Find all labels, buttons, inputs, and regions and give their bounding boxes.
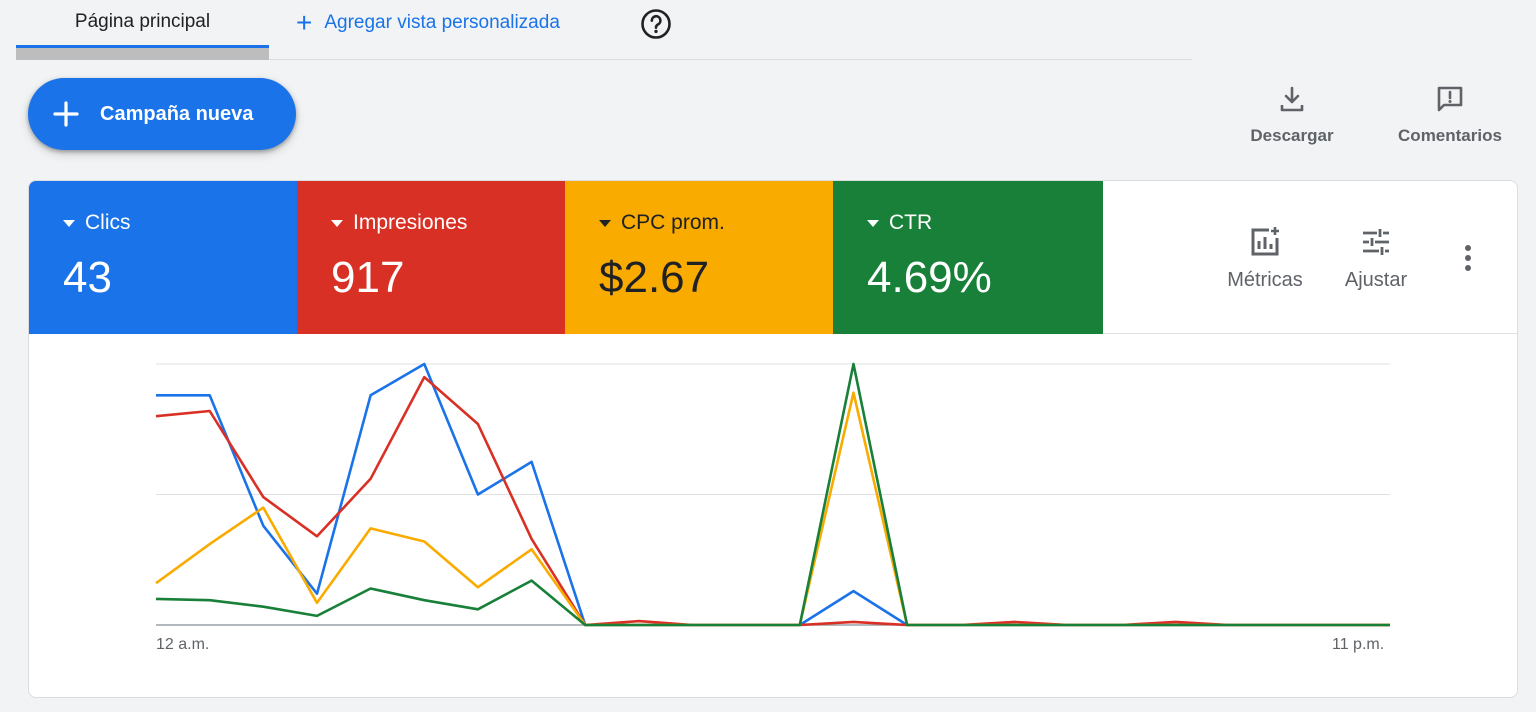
add-custom-view-link[interactable]: + Agregar vista personalizada [296,8,560,38]
comments-button[interactable]: Comentarios [1390,84,1510,146]
caret-down-icon [867,219,879,227]
more-vert-icon[interactable] [1453,241,1483,275]
plus-icon [53,101,79,127]
chart-canvas [155,362,1390,627]
metric-label: Impresiones [353,211,468,234]
comments-label: Comentarios [1398,126,1502,145]
performance-chart: 12 a.m. 11 p.m. [29,334,1517,697]
download-button[interactable]: Descargar [1240,84,1344,146]
metric-value: $2.67 [599,253,710,302]
tab-home-label: Página principal [74,11,211,32]
x-tick-label-end: 11 p.m. [1332,636,1385,653]
metric-label: Clics [85,211,131,234]
metrics-row: Clics 43 Impresiones 917 CPC prom. $2.67 [29,181,1517,334]
adjust-button[interactable]: Ajustar [1331,225,1421,292]
feedback-icon [1437,86,1463,112]
download-icon [1280,86,1304,112]
performance-card: Clics 43 Impresiones 917 CPC prom. $2.67 [28,180,1518,698]
new-campaign-button[interactable]: Campaña nueva [28,78,296,150]
caret-down-icon [63,219,75,227]
caret-down-icon [599,219,611,227]
add-chart-icon [1251,227,1279,256]
add-custom-view-label: Agregar vista personalizada [324,12,560,33]
metric-value: 43 [63,253,112,302]
metric-label: CPC prom. [621,211,725,234]
download-label: Descargar [1250,126,1334,145]
metrics-label: Métricas [1227,269,1303,291]
caret-down-icon [331,219,343,227]
tab-active-indicator [16,45,269,60]
metric-value: 917 [331,253,405,302]
plus-icon: + [296,7,313,38]
x-tick-label-start: 12 a.m. [156,636,210,653]
adjust-label: Ajustar [1344,269,1408,291]
series-line-3[interactable] [155,362,1390,627]
metric-clicks[interactable]: Clics 43 [29,181,297,334]
view-tabs: Página principal + Agregar vista persona… [16,0,1192,60]
tune-icon [1363,229,1389,255]
metric-impressions[interactable]: Impresiones 917 [297,181,565,334]
metric-ctr[interactable]: CTR 4.69% [833,181,1103,334]
metric-label: CTR [889,211,933,234]
new-campaign-label: Campaña nueva [100,102,254,125]
help-icon[interactable] [640,8,672,40]
tab-home[interactable]: Página principal [16,0,269,60]
metric-value: 4.69% [867,253,992,302]
metric-avg-cpc[interactable]: CPC prom. $2.67 [565,181,833,334]
metrics-button[interactable]: Métricas [1215,225,1315,292]
